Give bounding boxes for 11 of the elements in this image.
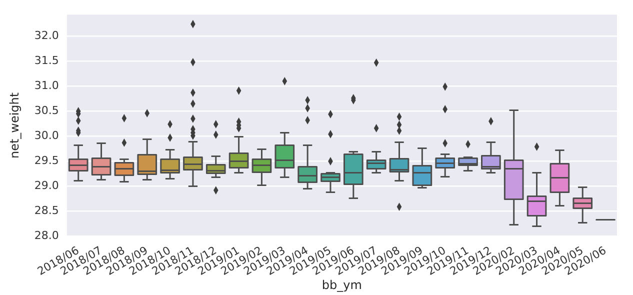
y-tick-label: 28.5	[34, 204, 59, 218]
y-tick-label: 30.0	[34, 129, 59, 142]
y-tick-label: 29.0	[34, 179, 59, 192]
y-tick-label: 28.0	[34, 229, 59, 242]
x-axis-title: bb_ym	[322, 278, 362, 292]
y-tick-label: 32.0	[34, 28, 59, 42]
y-tick-label: 29.5	[34, 154, 59, 168]
y-axis-title: net_weight	[7, 92, 22, 159]
y-tick-label: 30.5	[34, 104, 59, 118]
y-tick-label: 31.0	[34, 79, 59, 92]
y-tick-label: 31.5	[34, 54, 59, 68]
